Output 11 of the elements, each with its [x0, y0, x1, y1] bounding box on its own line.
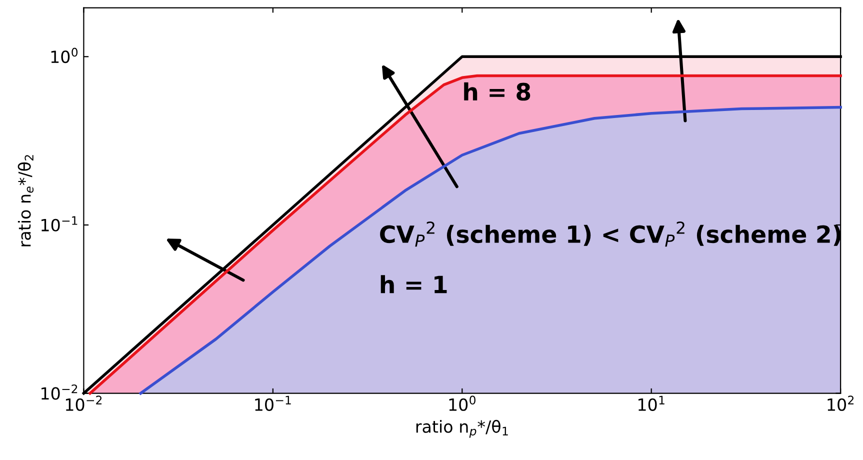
x-tick-label: 10$^{2}$ [828, 396, 854, 411]
annotation: CV$_{P}$$^{2}$ (scheme 1) < CV$_{P}$$^{2}$ (scheme 2) [380, 221, 841, 247]
annotation: h = 8 [464, 82, 530, 101]
y-tick-label: 10$^{0}$ [51, 48, 78, 64]
x-tick-label: 10$^{−1}$ [255, 396, 291, 411]
y-tick-label: 10$^{−1}$ [42, 216, 78, 232]
y-axis-title: ratio n$_{e}$*/θ$_{2}$ [18, 155, 34, 246]
x-axis-title: ratio n$_{p}$*/θ$_{1}$ [416, 420, 508, 438]
x-tick-label: 10$^{1}$ [638, 396, 664, 411]
x-tick-label: 10$^{0}$ [449, 396, 476, 411]
annotation: h = 1 [380, 275, 447, 294]
